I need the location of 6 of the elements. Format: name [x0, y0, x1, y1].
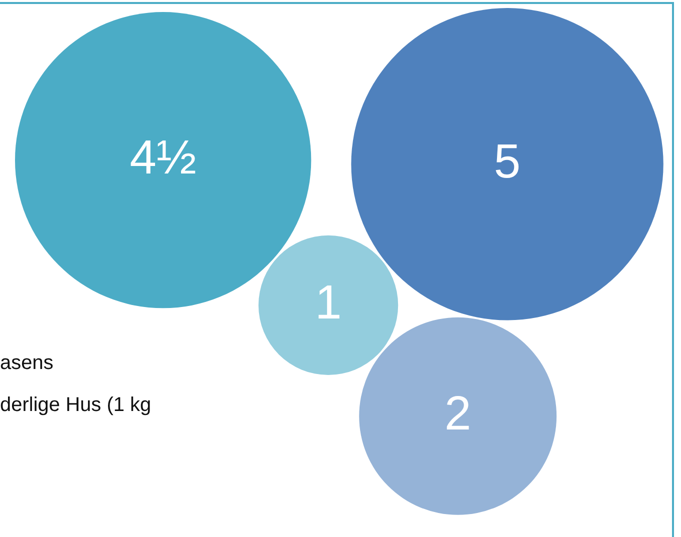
text: derlige Hus (1 kg — [0, 394, 152, 417]
data-label: 5 — [494, 135, 521, 188]
data-label: 4½ — [130, 131, 196, 184]
text: asens — [0, 352, 54, 375]
data-label: 1 — [314, 276, 342, 330]
data-label: 2 — [444, 387, 472, 440]
